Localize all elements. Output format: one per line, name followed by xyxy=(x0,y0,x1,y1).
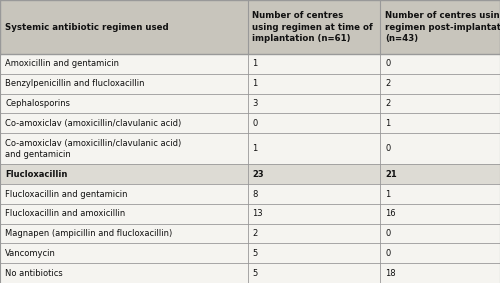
Text: Flucloxacillin and gentamicin: Flucloxacillin and gentamicin xyxy=(5,190,128,199)
Text: 0: 0 xyxy=(385,249,390,258)
Text: 0: 0 xyxy=(385,229,390,238)
Text: Number of centres
using regimen at time of
implantation (n=61): Number of centres using regimen at time … xyxy=(252,11,373,43)
Bar xyxy=(0,113,500,133)
Text: 1: 1 xyxy=(385,190,390,199)
Bar xyxy=(0,133,500,164)
Bar xyxy=(0,54,500,74)
Text: 3: 3 xyxy=(252,99,258,108)
Text: Vancomycin: Vancomycin xyxy=(5,249,56,258)
Bar xyxy=(0,94,500,113)
Text: 0: 0 xyxy=(385,144,390,153)
Text: 21: 21 xyxy=(385,170,397,179)
Bar xyxy=(0,184,500,204)
Text: Amoxicillin and gentamicin: Amoxicillin and gentamicin xyxy=(5,59,119,68)
Bar xyxy=(0,0,500,54)
Text: 2: 2 xyxy=(252,229,258,238)
Bar xyxy=(0,74,500,94)
Text: Flucloxacillin and amoxicillin: Flucloxacillin and amoxicillin xyxy=(5,209,125,218)
Text: 18: 18 xyxy=(385,269,396,278)
Text: 2: 2 xyxy=(385,79,390,88)
Text: Co-amoxiclav (amoxicillin/clavulanic acid): Co-amoxiclav (amoxicillin/clavulanic aci… xyxy=(5,119,181,128)
Text: 2: 2 xyxy=(385,99,390,108)
Text: Systemic antibiotic regimen used: Systemic antibiotic regimen used xyxy=(5,23,168,31)
Text: Number of centres using
regimen post-implantation
(n=43): Number of centres using regimen post-imp… xyxy=(385,11,500,43)
Text: 1: 1 xyxy=(385,119,390,128)
Text: 13: 13 xyxy=(252,209,263,218)
Text: 5: 5 xyxy=(252,269,258,278)
Text: 1: 1 xyxy=(252,79,258,88)
Bar xyxy=(0,164,500,184)
Text: 1: 1 xyxy=(252,144,258,153)
Text: Flucloxacillin: Flucloxacillin xyxy=(5,170,68,179)
Bar xyxy=(0,243,500,263)
Text: 1: 1 xyxy=(252,59,258,68)
Bar xyxy=(0,224,500,243)
Text: 16: 16 xyxy=(385,209,396,218)
Text: No antibiotics: No antibiotics xyxy=(5,269,63,278)
Text: 23: 23 xyxy=(252,170,264,179)
Text: Co-amoxiclav (amoxicillin/clavulanic acid)
and gentamicin: Co-amoxiclav (amoxicillin/clavulanic aci… xyxy=(5,139,181,159)
Text: Magnapen (ampicillin and flucloxacillin): Magnapen (ampicillin and flucloxacillin) xyxy=(5,229,172,238)
Text: 0: 0 xyxy=(252,119,258,128)
Text: 0: 0 xyxy=(385,59,390,68)
Text: Cephalosporins: Cephalosporins xyxy=(5,99,70,108)
Text: 8: 8 xyxy=(252,190,258,199)
Text: 5: 5 xyxy=(252,249,258,258)
Bar xyxy=(0,263,500,283)
Bar xyxy=(0,204,500,224)
Text: Benzylpenicillin and flucloxacillin: Benzylpenicillin and flucloxacillin xyxy=(5,79,144,88)
